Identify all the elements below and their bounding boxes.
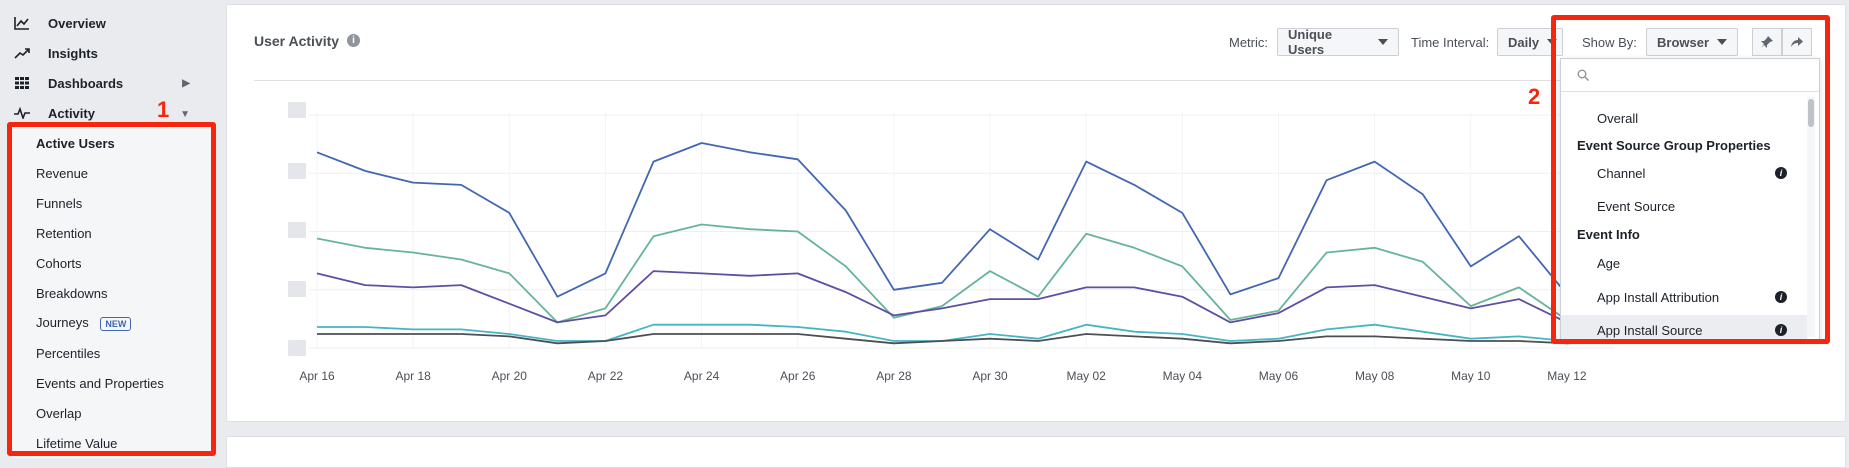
info-icon[interactable]: i [1775,291,1787,303]
x-tick-label: Apr 26 [780,369,816,383]
time-interval-value: Daily [1508,34,1540,50]
sidebar-item-label: Dashboards [48,75,124,91]
x-tick-label: May 04 [1163,369,1203,383]
header-divider [254,80,1596,81]
series-line-2 [316,223,1616,335]
sidebar-subitem-revenue[interactable]: Revenue [36,166,89,181]
x-tick-label: May 12 [1547,369,1587,383]
x-tick-label: May 10 [1451,369,1491,383]
series-line-1 [316,142,1616,326]
sidebar: Overview Insights Dashboards ▶ Activity … [0,0,218,458]
page-title: User Activity [254,33,340,49]
menu-scrollbar[interactable] [1807,97,1815,337]
sidebar-item-dashboards[interactable]: Dashboards ▶ [12,72,202,94]
trend-icon [12,45,32,61]
sidebar-subitem-events-and-properties[interactable]: Events and Properties [36,376,164,391]
new-badge: NEW [100,316,132,331]
menu-search-field[interactable] [1561,59,1819,92]
metric-dropdown[interactable]: Unique Users [1277,27,1399,57]
menu-scrollbar-thumb[interactable] [1808,99,1814,127]
info-icon[interactable]: i [347,34,360,47]
y-tick-placeholder [288,281,306,297]
caret-down-icon [1717,39,1728,45]
sidebar-item-overview[interactable]: Overview [12,12,106,34]
sidebar-subitem-label: Journeys [36,315,89,330]
activity-submenu [12,126,212,458]
series-line-5 [317,333,1616,345]
search-icon [1577,69,1589,81]
sidebar-subitem-funnels[interactable]: Funnels [36,196,83,211]
y-tick-placeholder [288,163,306,179]
menu-option-app-install-attribution[interactable]: App Install Attribution [1597,290,1720,305]
x-tick-label: Apr 24 [684,369,720,383]
sidebar-subitem-lifetime-value[interactable]: Lifetime Value [36,436,118,451]
menu-option-age[interactable]: Age [1597,256,1621,271]
menu-option-overall[interactable]: Overall [1597,111,1639,126]
series-line-4 [317,323,1616,342]
sidebar-item-label: Insights [48,45,98,61]
sidebar-subitem-cohorts[interactable]: Cohorts [36,256,82,271]
x-tick-label: Apr 18 [395,369,431,383]
x-tick-label: Apr 16 [299,369,335,383]
pulse-icon [12,105,32,121]
sidebar-subitem-percentiles[interactable]: Percentiles [36,346,101,361]
menu-option-app-install-source[interactable]: App Install Source [1597,323,1703,338]
sidebar-subitem-active-users[interactable]: Active Users [36,136,115,151]
menu-option-event-source[interactable]: Event Source [1597,199,1676,214]
share-button[interactable] [1782,28,1812,56]
sidebar-subitem-retention[interactable]: Retention [36,226,92,241]
menu-option-channel[interactable]: Channel [1597,166,1646,181]
info-icon[interactable]: i [1775,167,1787,179]
annotation-number-1: 1 [157,97,170,122]
x-tick-label: Apr 22 [588,369,624,383]
chevron-down-icon: ▼ [180,109,190,120]
menu-option-hover-bg [1561,315,1807,339]
sidebar-subitem-breakdowns[interactable]: Breakdowns [36,286,108,301]
show-by-dropdown[interactable]: Browser [1646,28,1738,56]
highlight-box-2 [1551,15,1830,344]
line-chart-icon [12,15,32,31]
x-tick-label: Apr 20 [492,369,528,383]
x-tick-label: Apr 28 [876,369,912,383]
y-tick-placeholder [288,340,306,356]
menu-group-event-source: Event Source Group Properties [1577,138,1771,153]
menu-group-event-info: Event Info [1577,227,1640,242]
sidebar-item-insights[interactable]: Insights [12,42,98,64]
grid-icon [12,75,32,91]
share-icon [1791,37,1803,47]
y-tick-placeholder [288,102,306,118]
show-by-label: Show By: [1582,35,1637,50]
x-tick-label: May 02 [1067,369,1107,383]
sidebar-item-label: Overview [48,15,106,31]
y-tick-placeholder [288,222,306,238]
x-tick-label: Apr 30 [972,369,1008,383]
sidebar-subitem-overlap[interactable]: Overlap [36,406,82,421]
highlight-box-1 [7,122,216,456]
metric-value: Unique Users [1288,27,1333,57]
annotation-number-2: 2 [1528,84,1541,109]
chevron-right-icon: ▶ [182,78,190,89]
pin-button[interactable] [1752,28,1782,56]
pin-icon [1761,36,1773,48]
show-by-value: Browser [1657,34,1710,50]
x-tick-label: May 06 [1259,369,1299,383]
sidebar-item-label: Activity [48,105,95,121]
time-interval-label: Time Interval: [1411,35,1490,50]
caret-down-icon [1378,39,1388,45]
series-line-3 [316,270,1616,333]
show-by-menu: Overall Event Source Group Properties Ch… [1560,58,1820,340]
user-activity-chart: Apr 16 Apr 18 Apr 20 Apr 22 Apr 24 Apr 26 Apr … [288,102,1616,383]
info-icon[interactable]: i [1775,324,1787,336]
x-tick-label: May 08 [1355,369,1395,383]
sidebar-subitem-journeys[interactable]: Journeys NEW [36,315,132,331]
sidebar-item-activity[interactable]: Activity ▼ [12,102,202,124]
metric-label: Metric: [1229,35,1268,50]
